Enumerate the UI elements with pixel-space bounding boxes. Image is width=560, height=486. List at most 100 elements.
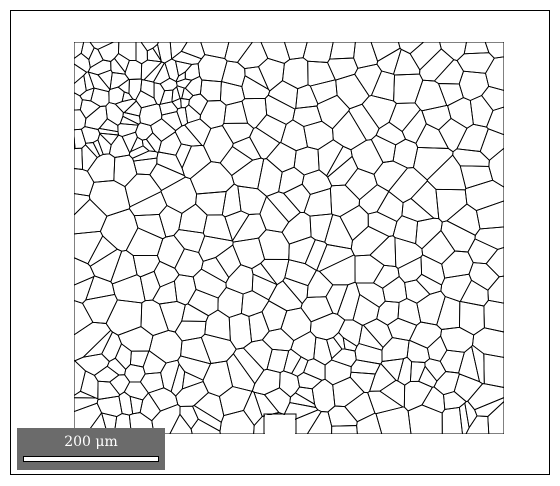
grain [410,180,440,220]
grain [280,307,312,342]
grain [105,299,143,336]
grain [370,42,401,62]
grain [98,118,119,133]
grain [332,376,365,408]
grain [152,43,162,62]
grain [303,187,333,217]
grain [150,118,177,142]
scale-bar-label: 200 μm [64,434,118,450]
grain [97,380,121,400]
grain [264,387,291,415]
grain [158,205,183,238]
grain [484,42,504,59]
grain [447,97,474,129]
grain [487,275,504,304]
grain [438,117,468,153]
grain [83,71,95,92]
grain [74,193,91,216]
grain [486,106,504,136]
grain [152,280,178,305]
grain [226,353,256,392]
grain [392,215,419,245]
grain [471,344,485,385]
grain [327,155,359,187]
grain [215,244,242,278]
grain [181,144,212,180]
grain [85,275,116,301]
grain [415,123,449,149]
grain [117,123,139,137]
grain [376,300,400,326]
grain [307,60,336,87]
grain [108,86,125,105]
grain [170,363,186,397]
grain [463,42,490,55]
grain [176,85,185,100]
grain [467,383,504,411]
grain [458,345,480,383]
grain [319,254,356,286]
grain [325,284,349,315]
grain [339,204,369,241]
grain [289,392,317,408]
grain [290,331,317,361]
grain [416,290,446,326]
grain [382,276,408,303]
grain [140,79,155,99]
grain [388,167,428,204]
grain [456,52,495,74]
grain [258,229,290,260]
grain [82,329,113,358]
grain [190,418,221,434]
grain [80,42,95,60]
grain [401,109,427,144]
grain [97,133,112,155]
grain [251,262,278,286]
grain [354,343,383,365]
grain [178,203,208,234]
grain [306,269,334,298]
grain [237,42,269,70]
grain [74,92,83,111]
grain [181,303,209,322]
grain [369,363,397,392]
grain [283,348,302,375]
grain [251,368,281,396]
grain [128,145,150,159]
grain [174,248,204,278]
grain [87,59,112,76]
grain [309,312,346,341]
grain [331,425,358,434]
grain [175,71,186,83]
grain [184,104,201,124]
grain [132,255,161,278]
grain [148,387,179,412]
grain [440,273,472,303]
grain [268,280,303,312]
grain [387,317,418,342]
grain [409,321,443,349]
grain [203,125,234,164]
scale-bar [23,456,159,462]
grain [110,57,126,75]
grain [160,359,180,393]
grain [130,136,144,153]
grain [303,120,334,151]
grain [200,333,237,364]
grain [282,57,309,90]
grain [283,183,311,213]
grain [350,359,381,375]
grain [367,211,398,237]
grain [160,176,198,214]
grain [74,390,97,399]
grain [199,100,227,129]
grain [474,226,504,250]
grain [101,412,118,434]
grain [406,339,431,363]
grain [421,104,452,131]
grain [353,42,379,69]
grain [418,365,438,388]
grain [139,270,161,302]
grain [483,299,504,333]
grain [487,401,504,434]
